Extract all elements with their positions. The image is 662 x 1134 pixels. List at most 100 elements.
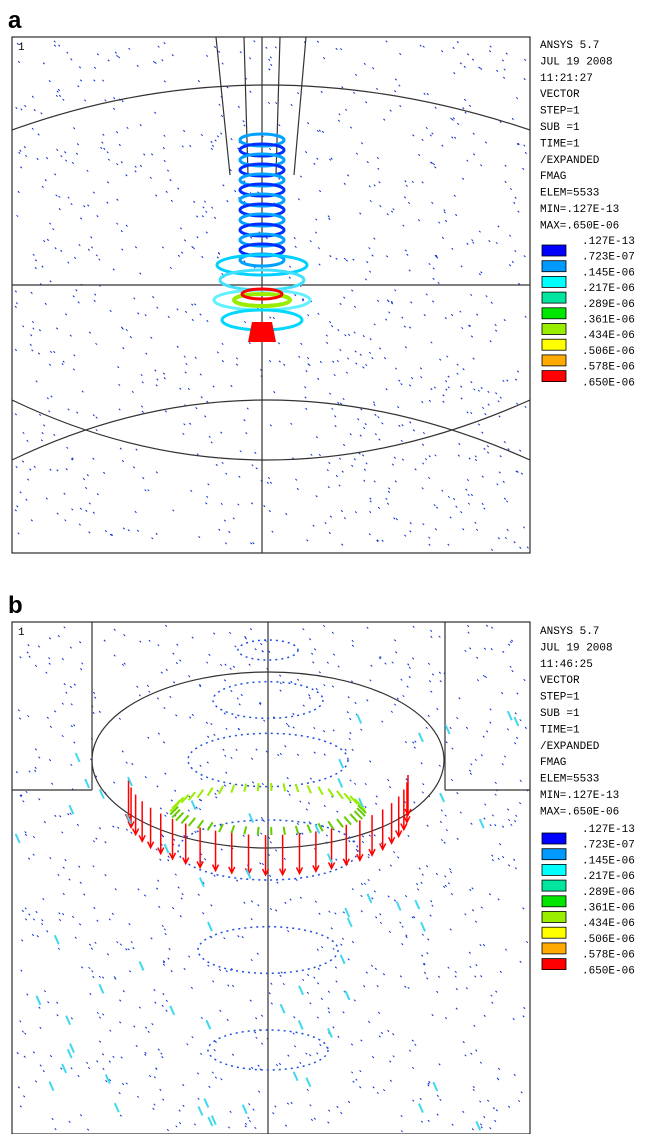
legend-label: .434E-06 bbox=[582, 330, 635, 342]
vector bbox=[71, 161, 75, 165]
vector bbox=[511, 117, 514, 121]
vector bbox=[95, 775, 98, 778]
vector bbox=[331, 795, 334, 798]
vector bbox=[494, 793, 497, 796]
vector bbox=[248, 813, 255, 823]
vector bbox=[336, 818, 344, 828]
legend-label: .506E-06 bbox=[582, 934, 635, 946]
vector bbox=[33, 465, 36, 468]
vector bbox=[516, 143, 519, 146]
vector bbox=[248, 1119, 252, 1123]
vector bbox=[307, 314, 310, 317]
vector bbox=[420, 921, 426, 932]
vector bbox=[261, 863, 264, 866]
vector bbox=[401, 424, 404, 427]
vector bbox=[29, 343, 32, 346]
vector bbox=[337, 665, 340, 668]
vector bbox=[139, 640, 142, 643]
vector bbox=[455, 213, 458, 217]
vector bbox=[450, 778, 454, 782]
vector bbox=[337, 329, 340, 332]
vector bbox=[214, 792, 217, 795]
vector bbox=[265, 237, 268, 240]
vector bbox=[248, 342, 251, 345]
vector bbox=[119, 1021, 122, 1024]
vector bbox=[198, 535, 201, 539]
vector bbox=[254, 1126, 257, 1130]
vector bbox=[169, 266, 172, 270]
vector bbox=[360, 894, 363, 898]
vector bbox=[321, 946, 324, 949]
vector bbox=[212, 980, 215, 983]
vector bbox=[526, 546, 529, 549]
vector bbox=[415, 883, 419, 886]
vector bbox=[159, 1088, 162, 1091]
vector bbox=[318, 671, 321, 674]
vector bbox=[340, 509, 343, 513]
vector bbox=[191, 245, 194, 249]
vector bbox=[341, 470, 344, 473]
vector bbox=[243, 783, 248, 792]
vector bbox=[519, 960, 522, 963]
vector bbox=[350, 1043, 354, 1046]
vector bbox=[327, 1028, 333, 1038]
vector bbox=[127, 948, 130, 951]
vector bbox=[144, 314, 147, 317]
vector bbox=[120, 1056, 123, 1059]
vector bbox=[69, 685, 73, 689]
vector bbox=[92, 691, 96, 694]
geometry-line bbox=[293, 37, 307, 176]
vector bbox=[307, 363, 310, 366]
vector bbox=[374, 433, 377, 436]
vector bbox=[230, 784, 236, 793]
vector bbox=[268, 68, 271, 71]
legend-swatch bbox=[541, 323, 567, 335]
vector bbox=[523, 1006, 526, 1010]
info-line: /EXPANDED bbox=[540, 741, 600, 753]
vector bbox=[343, 182, 346, 186]
vector bbox=[78, 865, 81, 868]
vector bbox=[412, 1099, 415, 1102]
vector bbox=[200, 777, 203, 781]
vector bbox=[283, 363, 286, 366]
vector bbox=[244, 1125, 247, 1128]
vector bbox=[329, 320, 332, 324]
vector bbox=[192, 247, 196, 250]
vector bbox=[389, 864, 393, 867]
vector bbox=[342, 1011, 345, 1014]
legend-label: .578E-06 bbox=[582, 950, 635, 962]
vector bbox=[25, 790, 28, 794]
vector bbox=[289, 898, 292, 901]
vector bbox=[481, 475, 484, 478]
vector bbox=[57, 88, 61, 92]
vector bbox=[250, 236, 253, 239]
vector bbox=[363, 479, 366, 482]
vector bbox=[486, 445, 490, 448]
vector bbox=[279, 974, 282, 977]
vector bbox=[244, 637, 247, 640]
vector bbox=[419, 367, 423, 370]
vector bbox=[380, 1031, 384, 1035]
vector bbox=[53, 350, 56, 354]
vector bbox=[349, 779, 352, 782]
vector-core bbox=[248, 322, 276, 342]
vector bbox=[297, 1020, 304, 1030]
vector bbox=[432, 163, 436, 166]
legend-swatch bbox=[541, 942, 567, 955]
vector bbox=[250, 918, 253, 921]
vector bbox=[375, 795, 378, 798]
vector bbox=[121, 1082, 125, 1086]
vector bbox=[335, 257, 338, 260]
vector bbox=[338, 758, 345, 769]
vector bbox=[454, 975, 457, 978]
vector bbox=[372, 401, 376, 404]
vector bbox=[125, 948, 128, 951]
vector bbox=[360, 910, 363, 913]
geometry-arc bbox=[12, 84, 530, 131]
vector bbox=[189, 422, 192, 425]
vector bbox=[400, 383, 403, 386]
vector bbox=[399, 975, 402, 978]
vector bbox=[517, 142, 520, 146]
vector bbox=[474, 455, 477, 458]
vector bbox=[275, 1063, 279, 1067]
